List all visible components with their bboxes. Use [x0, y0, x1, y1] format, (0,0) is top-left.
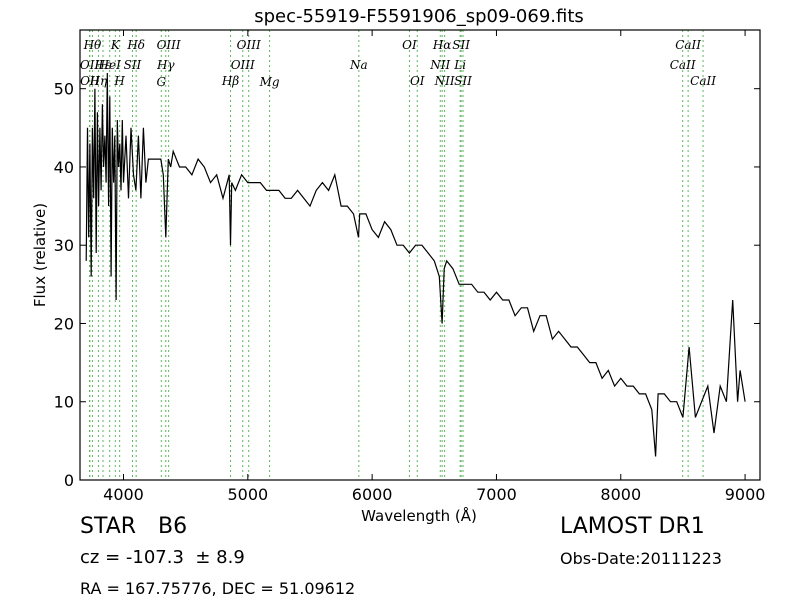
y-axis-ticks: 0 10 20 30 40 50: [54, 80, 760, 490]
line-marker-label: Li: [453, 58, 466, 72]
subclass-label: B6: [158, 514, 188, 539]
y-tick-label: 10: [54, 393, 74, 412]
x-axis-label: Wavelength (Å): [361, 506, 477, 525]
x-tick-label: 5000: [227, 485, 268, 504]
line-marker-label: Mg: [259, 75, 280, 89]
line-marker-label: Hη: [89, 74, 108, 88]
redshift-text: cz = -107.3 ± 8.9: [80, 547, 245, 568]
coordinates-text: RA = 167.75776, DEC = 51.09612: [80, 579, 356, 598]
line-marker-label: CaII: [675, 38, 701, 52]
survey-label: LAMOST DR1: [560, 514, 705, 539]
line-marker-label: SII: [452, 38, 470, 52]
line-marker-label: CaII: [690, 74, 716, 88]
line-marker-label: Hε: [94, 58, 112, 72]
x-tick-label: 7000: [476, 485, 517, 504]
plot-frame: [79, 29, 761, 481]
line-marker-label: HeI: [98, 58, 122, 72]
line-marker-label: OII: [80, 74, 100, 88]
y-tick-label: 30: [54, 236, 74, 255]
line-marker-label: OI: [402, 38, 417, 52]
line-marker-label: Hβ: [221, 74, 239, 88]
line-marker-label: OIII: [237, 38, 261, 52]
y-tick-label: 0: [64, 471, 74, 490]
line-marker-label: OIII: [157, 38, 181, 52]
line-marker-label: Hδ: [126, 38, 145, 52]
line-marker-label: OIII: [231, 58, 255, 72]
line-markers: [89, 30, 704, 480]
line-marker-label: Na: [349, 58, 368, 72]
line-marker-label: H: [113, 74, 125, 88]
class-label: STAR: [80, 514, 137, 539]
y-tick-label: 50: [54, 80, 74, 99]
line-marker-label: NII: [434, 74, 455, 88]
x-tick-label: 8000: [600, 485, 641, 504]
x-axis-ticks: 4000 5000 6000 7000 8000 9000: [103, 30, 765, 504]
line-marker-label: SII: [124, 58, 142, 72]
line-marker-label: G: [157, 75, 167, 89]
x-tick-label: 6000: [352, 485, 393, 504]
y-tick-label: 20: [54, 314, 74, 333]
line-marker-label: OI: [410, 74, 425, 88]
line-marker-label: NII: [429, 58, 450, 72]
line-marker-label: Hγ: [156, 58, 175, 72]
y-tick-label: 40: [54, 158, 74, 177]
line-marker-label: K: [110, 38, 121, 52]
line-marker-label: Hα: [432, 38, 452, 52]
chart-title: spec-55919-F5591906_sp09-069.fits: [254, 6, 584, 27]
line-marker-label: Hθ: [83, 38, 102, 52]
y-axis-label: Flux (relative): [31, 203, 49, 307]
x-tick-label: 4000: [103, 485, 144, 504]
x-tick-label: 9000: [725, 485, 766, 504]
obs-date-text: Obs-Date:20111223: [560, 549, 722, 568]
line-marker-label: OII: [80, 58, 100, 72]
spectrum-line: [85, 72, 746, 457]
line-marker-label: CaII: [670, 58, 696, 72]
line-marker-label: SII: [454, 74, 472, 88]
